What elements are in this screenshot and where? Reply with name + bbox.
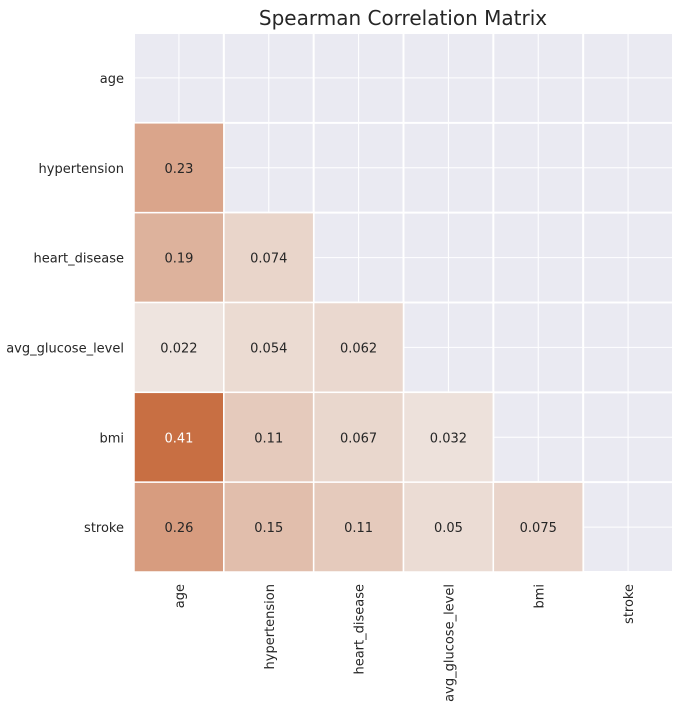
cell-value-label: 0.26: [164, 521, 193, 536]
heatmap-cell-stroke-age: [133, 481, 225, 573]
cell-value-label: 0.19: [164, 252, 193, 267]
cell-value-label: 0.11: [254, 431, 283, 446]
y-tick-label: age: [100, 72, 124, 87]
heatmap-cell-bmi-heart_disease: [312, 391, 405, 483]
heatmap-cell-avg_glucose_level-hypertension: [223, 301, 315, 394]
x-tick-labels: age hypertension heart_disease avg_glucose_…: [173, 584, 637, 702]
x-tick-label: bmi: [532, 584, 547, 609]
heatmap-cell-bmi-avg_glucose_level: [402, 391, 495, 483]
heatmap-cells: 0.23 0.19 0.074 0.022 0.054 0.062 0.41 0.11 0.06…: [133, 122, 584, 573]
heatmap-cell-bmi-age: [133, 391, 225, 483]
chart-title: Spearman Correlation Matrix: [259, 6, 547, 30]
y-tick-label: heart_disease: [33, 252, 124, 267]
cell-value-label: 0.11: [344, 521, 373, 536]
y-tick-label: hypertension: [39, 162, 124, 177]
heatmap-cell-avg_glucose_level-heart_disease: [312, 301, 405, 394]
heatmap-cell-heart_disease-age: [133, 211, 225, 304]
x-tick-label: heart_disease: [353, 584, 368, 675]
cell-value-label: 0.23: [164, 162, 193, 177]
cell-value-label: 0.41: [164, 431, 193, 446]
cell-value-label: 0.022: [160, 341, 197, 356]
heatmap-cell-hypertension-age: [133, 122, 225, 214]
x-tick-label: age: [173, 584, 188, 608]
heatmap-cell-stroke-avg_glucose_level: [402, 481, 495, 573]
cell-value-label: 0.062: [340, 341, 377, 356]
cell-value-label: 0.05: [434, 521, 463, 536]
heatmap-cell-stroke-hypertension: [223, 481, 315, 573]
cell-value-label: 0.032: [430, 431, 467, 446]
x-tick-label: stroke: [622, 584, 637, 624]
y-tick-labels: age hypertension heart_disease avg_glucose_…: [6, 72, 124, 536]
cell-value-label: 0.074: [250, 252, 287, 267]
cell-value-label: 0.054: [250, 341, 287, 356]
cell-value-label: 0.15: [254, 521, 283, 536]
cell-value-label: 0.067: [340, 431, 377, 446]
y-tick-label: stroke: [84, 521, 124, 536]
heatmap-cell-stroke-bmi: [492, 481, 584, 573]
cell-value-label: 0.075: [520, 521, 557, 536]
y-tick-label: bmi: [99, 431, 124, 446]
x-tick-label: avg_glucose_level: [442, 584, 457, 702]
y-tick-label: avg_glucose_level: [6, 341, 124, 356]
x-tick-label: hypertension: [263, 584, 278, 669]
